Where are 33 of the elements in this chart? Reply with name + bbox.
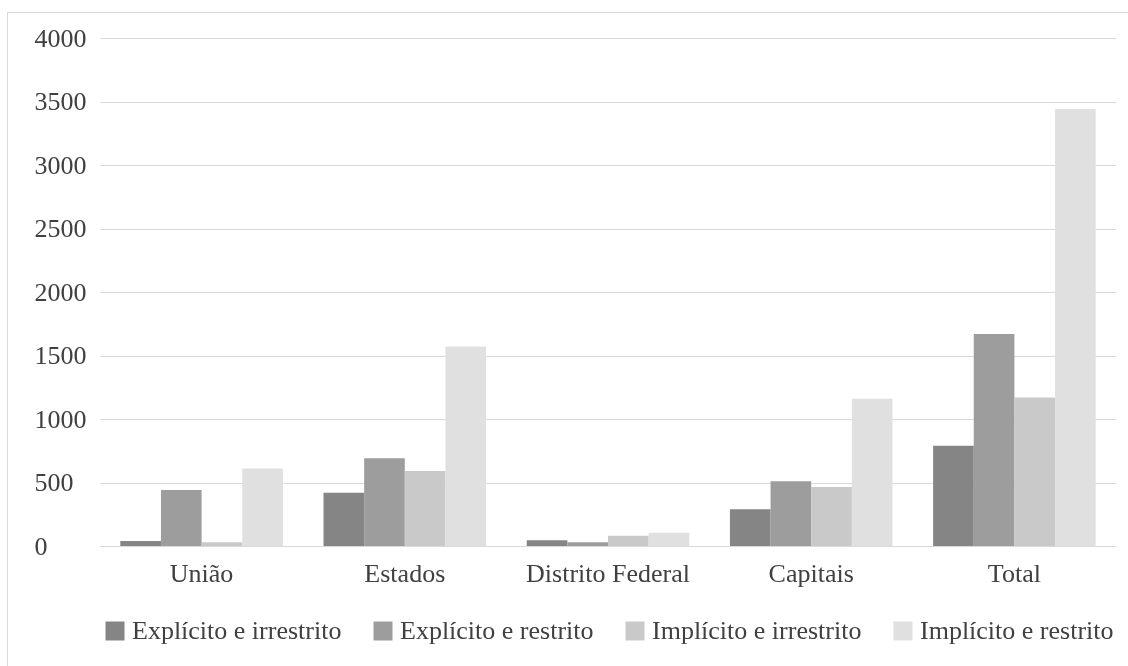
bar [729,509,771,546]
y-tick-label: 1000 [34,404,87,434]
bar [608,535,649,546]
bar [323,492,365,546]
y-tick-label: 3500 [34,87,87,116]
legend-label: Implícito e restrito [920,616,1114,645]
legend-label: Explícito e irrestrito [132,616,342,645]
x-tick-label: Total [987,558,1041,588]
bar [567,542,608,546]
y-tick-label: 1500 [34,341,87,370]
x-tick-label: Distrito Federal [526,558,690,588]
bar [120,540,161,546]
bar [526,540,568,546]
y-tick-label: 2500 [34,214,87,243]
legend-label: Explícito e restrito [400,616,594,645]
legend-label: Implícito e irrestrito [652,616,862,645]
y-tick-label: 500 [34,468,74,497]
bar [933,445,974,546]
y-tick-label: 4000 [34,23,87,53]
bar [160,490,202,546]
bar [1014,397,1056,546]
x-tick-label: União [169,558,234,588]
bar [811,486,852,546]
y-tick-label: 0 [34,531,48,561]
x-tick-label: Estados [364,558,446,588]
bar [973,333,1015,546]
x-tick-label: Capitais [768,558,854,588]
y-tick-label: 3000 [34,150,87,180]
bar [364,458,405,546]
bar [201,542,243,546]
bar [404,471,446,546]
bar [770,481,812,546]
y-tick-label: 2000 [34,277,87,307]
